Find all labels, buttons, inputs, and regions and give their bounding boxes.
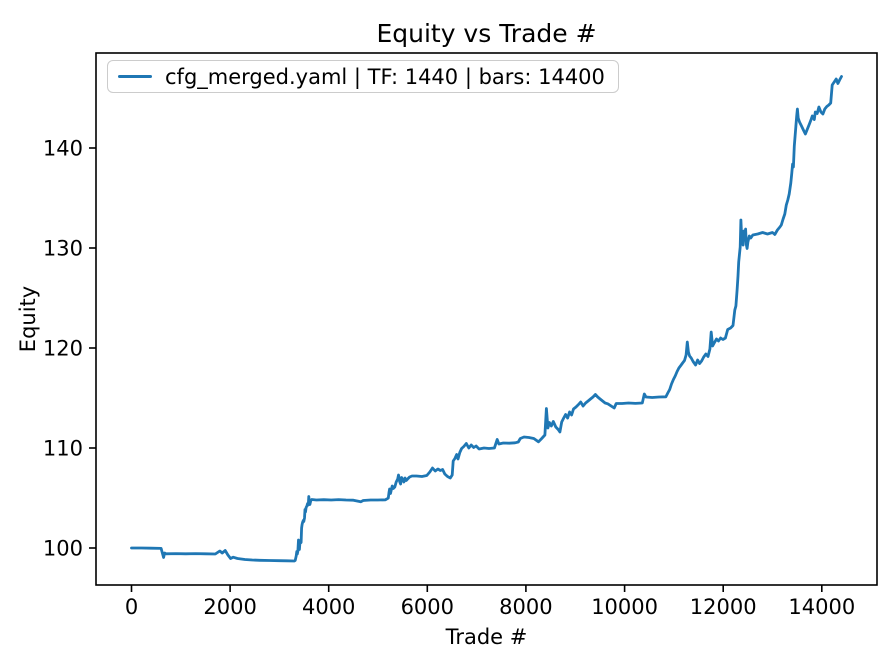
legend-label: cfg_merged.yaml | TF: 1440 | bars: 14400 — [165, 64, 605, 89]
y-axis-label: Equity — [16, 285, 40, 353]
axes-frame — [95, 52, 878, 586]
x-tick-label: 0 — [125, 595, 138, 619]
y-tick-label: 120 — [43, 337, 83, 361]
x-tick-label: 2000 — [203, 595, 256, 619]
x-tick-label: 6000 — [401, 595, 454, 619]
y-tick-label: 110 — [43, 437, 83, 461]
chart-title: Equity vs Trade # — [376, 19, 597, 48]
x-tick-label: 8000 — [499, 595, 552, 619]
equity-curve — [130, 75, 843, 563]
x-tick-label: 4000 — [302, 595, 355, 619]
y-tick-label: 100 — [43, 537, 83, 561]
x-axis-label: Trade # — [445, 625, 528, 649]
x-tick-label: 12000 — [690, 595, 757, 619]
legend: cfg_merged.yaml | TF: 1440 | bars: 14400 — [107, 60, 619, 93]
legend-line-sample — [118, 75, 152, 78]
y-tick-label: 130 — [43, 237, 83, 261]
y-tick-label: 140 — [43, 137, 83, 161]
x-tick-label: 10000 — [591, 595, 658, 619]
x-tick-label: 14000 — [788, 595, 855, 619]
